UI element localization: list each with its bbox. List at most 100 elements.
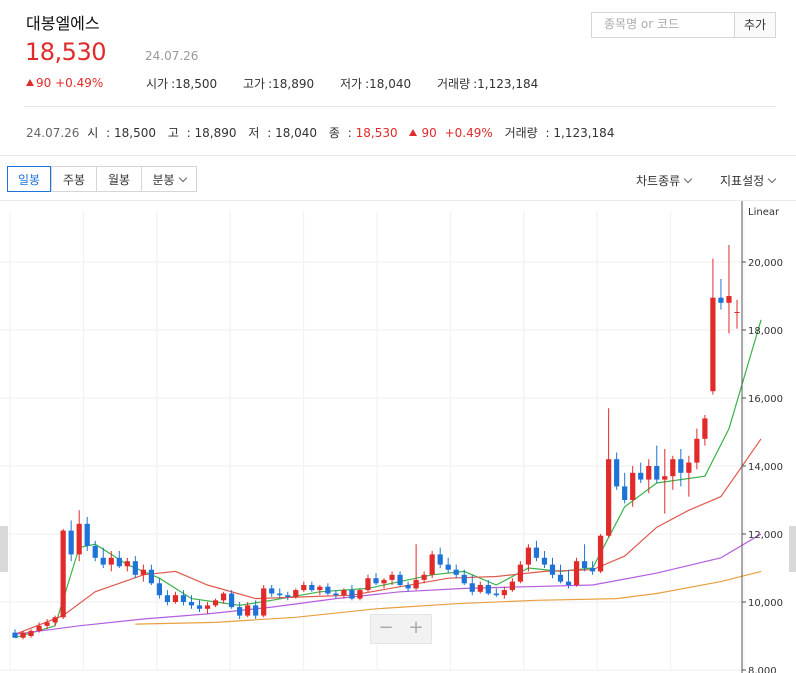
candle (28, 629, 34, 638)
add-button[interactable]: 추가 (734, 12, 776, 38)
scroll-right-handle[interactable] (789, 526, 796, 572)
low-value: 18,040 (369, 77, 412, 91)
current-price: 18,530 (25, 38, 106, 66)
scale-label: Linear (748, 207, 780, 218)
candle-body (549, 564, 556, 575)
divider (24, 106, 776, 107)
candle (172, 591, 179, 604)
candle (196, 600, 203, 613)
candle-body (92, 545, 98, 558)
candle (124, 557, 130, 572)
candle (541, 551, 548, 568)
candle (301, 581, 307, 592)
candle-body (124, 561, 130, 567)
chart-type-menu[interactable]: 차트종류 (636, 172, 693, 189)
candle (269, 585, 275, 597)
candle (204, 602, 211, 614)
candle (68, 520, 74, 562)
candle (405, 581, 411, 592)
candle-body (301, 585, 307, 591)
candle (12, 629, 18, 638)
candle-body (622, 486, 628, 500)
candle-body (662, 476, 668, 480)
stock-name: 대봉엘에스 (26, 14, 100, 33)
candle-body (718, 297, 724, 303)
candle (76, 510, 82, 562)
zoom-in-button[interactable]: + (408, 617, 424, 638)
candle (734, 299, 740, 329)
candle-body (156, 583, 163, 596)
candle-body (132, 561, 138, 575)
indicator-settings-menu[interactable]: 지표설정 (720, 172, 777, 189)
candlestick-chart[interactable]: 8,000 10,000 12,000 14,000 16,000 18,000 20,00… (0, 201, 796, 673)
candle (429, 551, 435, 579)
candle (212, 598, 219, 608)
candle-body (188, 602, 195, 606)
candle-body (565, 581, 572, 585)
candle-body (517, 564, 524, 582)
candle-body (261, 588, 267, 616)
candle-body (228, 593, 235, 608)
candle (261, 585, 267, 618)
candle-body (28, 630, 34, 636)
candle (60, 528, 66, 619)
tab-daily[interactable]: 일봉 (7, 166, 51, 192)
candle (349, 585, 355, 601)
candle (501, 586, 507, 599)
candle-body (349, 590, 355, 599)
y-tick-label: 20,000 (748, 258, 783, 269)
chevron-down-icon (767, 174, 777, 184)
candle-body (277, 593, 283, 596)
candle (525, 544, 532, 572)
y-tick-label: 10,000 (748, 598, 783, 609)
candle (156, 578, 163, 599)
candle (245, 602, 251, 618)
candle-body (630, 472, 636, 500)
candle (148, 564, 154, 585)
scroll-left-handle[interactable] (0, 526, 8, 572)
tab-weekly[interactable]: 주봉 (51, 166, 97, 192)
candle-body (654, 466, 660, 480)
zoom-out-button[interactable]: − (378, 617, 394, 638)
candle-body (541, 557, 548, 565)
tab-monthly[interactable]: 월봉 (96, 166, 142, 192)
summary-open: 시 : 18,500 (87, 126, 156, 140)
candle (573, 557, 580, 587)
summary-change: 90 +0.49% (409, 126, 496, 140)
candle (726, 245, 732, 334)
candle-body (180, 595, 187, 602)
search-input[interactable] (592, 13, 734, 35)
candle-body (461, 574, 467, 584)
candle (630, 466, 636, 507)
ohlc-summary: 24.07.26 시 : 18,500 고 : 18,890 저 : 18,04… (26, 124, 622, 141)
ma-line-ma60 (14, 533, 762, 635)
ma-line-ma120 (135, 570, 762, 625)
candle (622, 472, 628, 504)
candles (12, 245, 740, 640)
candle (293, 588, 299, 599)
candle-body (20, 632, 26, 638)
candle (341, 588, 347, 599)
candle-body (397, 574, 403, 585)
candle (100, 547, 106, 568)
candle-body (734, 311, 740, 313)
high-label: 고가 (243, 77, 266, 91)
candle-body (405, 585, 411, 589)
candle-body (678, 459, 684, 473)
tab-minute[interactable]: 분봉 (141, 166, 197, 192)
open-price: 시가:18,500 (146, 77, 218, 91)
up-triangle-icon (26, 79, 34, 86)
candle (581, 544, 588, 572)
candle-body (413, 579, 419, 589)
candle-body (68, 530, 74, 555)
candle-body (60, 530, 66, 618)
candle (92, 540, 98, 562)
candle (614, 452, 620, 490)
candle (277, 588, 283, 599)
candle (188, 595, 195, 609)
candle-body (445, 564, 451, 570)
candle-body (220, 593, 227, 601)
change-amount: 90 (36, 76, 52, 90)
candle-body (670, 459, 676, 477)
divider (0, 155, 796, 156)
